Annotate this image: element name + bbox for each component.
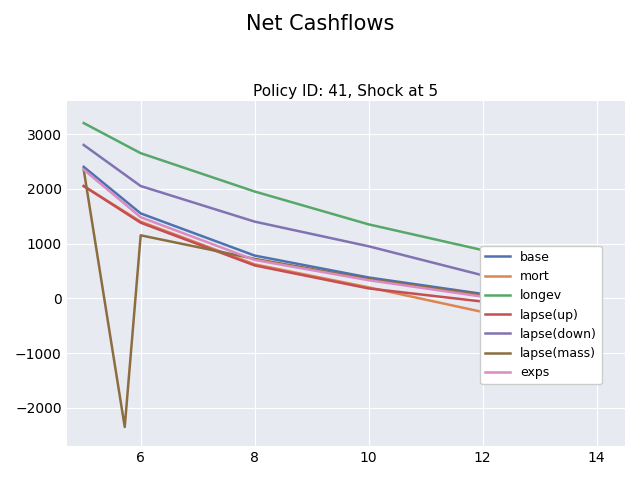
lapse(up) [593, 302, 600, 308]
Line: exps: exps [84, 169, 596, 307]
mort [80, 183, 88, 189]
base [137, 211, 145, 216]
Line: base: base [84, 167, 596, 303]
Line: longev: longev [84, 123, 596, 265]
Line: mort: mort [84, 186, 596, 319]
Line: lapse(up): lapse(up) [84, 186, 596, 305]
lapse(down) [137, 183, 145, 189]
mort [137, 219, 145, 225]
Line: lapse(mass): lapse(mass) [84, 169, 596, 427]
base [479, 291, 486, 297]
lapse(mass) [137, 232, 145, 238]
lapse(up) [365, 286, 372, 291]
lapse(up) [80, 183, 88, 189]
lapse(mass) [593, 300, 600, 306]
lapse(down) [80, 142, 88, 148]
longev [251, 189, 259, 194]
exps [80, 167, 88, 172]
lapse(mass) [121, 424, 129, 430]
base [365, 275, 372, 280]
exps [251, 257, 259, 263]
lapse(down) [479, 273, 486, 278]
lapse(down) [365, 243, 372, 249]
Text: Net Cashflows: Net Cashflows [246, 14, 394, 35]
Line: lapse(down): lapse(down) [84, 145, 596, 303]
longev [137, 150, 145, 156]
base [80, 164, 88, 170]
lapse(up) [479, 299, 486, 304]
exps [137, 215, 145, 220]
Legend: base, mort, longev, lapse(up), lapse(down), lapse(mass), exps: base, mort, longev, lapse(up), lapse(dow… [480, 246, 602, 384]
lapse(down) [593, 300, 600, 306]
longev [365, 221, 372, 227]
lapse(up) [251, 263, 259, 268]
lapse(up) [137, 220, 145, 226]
longev [80, 120, 88, 126]
exps [365, 277, 372, 283]
exps [593, 304, 600, 310]
mort [251, 262, 259, 267]
lapse(mass) [479, 292, 486, 298]
mort [479, 309, 486, 315]
lapse(mass) [80, 167, 88, 172]
lapse(mass) [251, 256, 259, 262]
mort [593, 316, 600, 322]
longev [479, 247, 486, 253]
longev [593, 263, 600, 268]
base [251, 252, 259, 258]
Title: Policy ID: 41, Shock at 5: Policy ID: 41, Shock at 5 [253, 84, 438, 98]
mort [365, 285, 372, 290]
lapse(down) [251, 219, 259, 225]
base [593, 300, 600, 306]
exps [479, 294, 486, 300]
lapse(mass) [365, 276, 372, 282]
